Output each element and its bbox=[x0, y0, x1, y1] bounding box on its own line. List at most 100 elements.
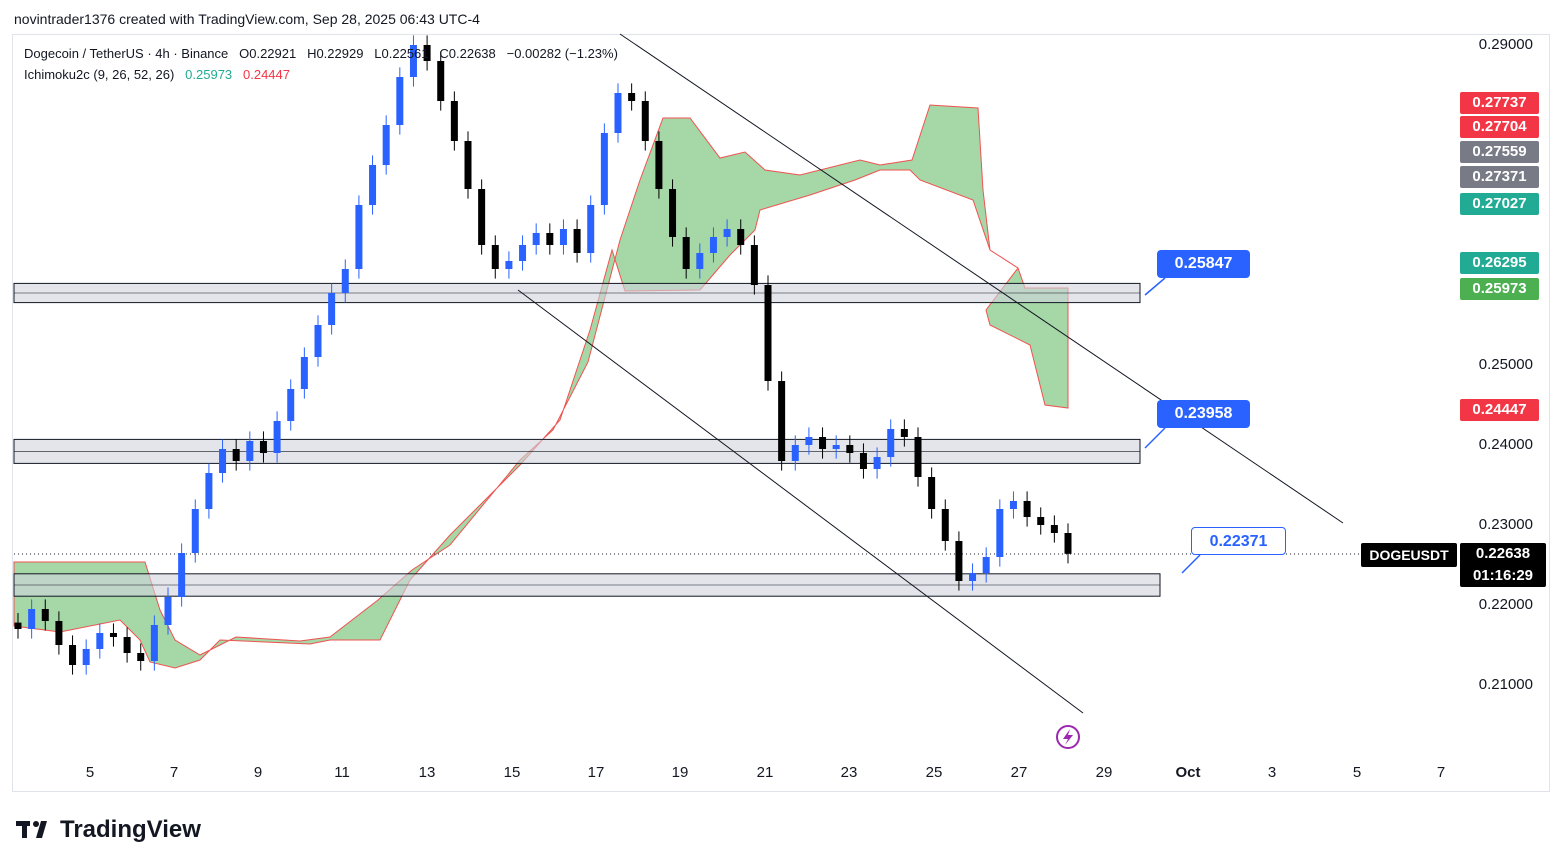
callout-level-middle[interactable]: 0.23958 bbox=[1157, 400, 1250, 428]
callout-pointer bbox=[1144, 427, 1166, 449]
candle-body bbox=[137, 653, 145, 661]
candle-body bbox=[300, 357, 308, 389]
candle-body bbox=[587, 205, 595, 253]
candle-body bbox=[314, 325, 322, 357]
price-tag: 0.27737 bbox=[1460, 92, 1539, 114]
candle-body bbox=[682, 237, 690, 269]
x-tick: 11 bbox=[334, 764, 350, 781]
x-tick: 19 bbox=[671, 764, 689, 781]
x-tick: 27 bbox=[1010, 764, 1028, 781]
candle-body bbox=[1037, 517, 1045, 525]
price-tag: 0.26295 bbox=[1460, 252, 1539, 274]
x-tick: 21 bbox=[756, 764, 774, 781]
callout-level-top[interactable]: 0.25847 bbox=[1157, 250, 1250, 278]
symbol-label: DOGEUSDT bbox=[1361, 543, 1457, 567]
legend-ohlc: Dogecoin / TetherUS · 4h · Binance O0.22… bbox=[24, 46, 618, 61]
candle-body bbox=[355, 205, 363, 269]
y-tick: 0.24000 bbox=[1478, 436, 1533, 453]
candle-body bbox=[191, 509, 199, 553]
candle-body bbox=[41, 609, 49, 621]
candle-body bbox=[96, 633, 104, 649]
candle-body bbox=[969, 573, 977, 581]
candle-body bbox=[1023, 501, 1031, 517]
candle-body bbox=[328, 293, 336, 325]
trendline-lower bbox=[517, 289, 1084, 714]
x-tick: Oct bbox=[1175, 764, 1201, 781]
price-tag: 0.27027 bbox=[1460, 193, 1539, 215]
y-tick: 0.21000 bbox=[1478, 676, 1533, 693]
callout-pointer bbox=[1144, 277, 1166, 296]
indicator-name: Ichimoku2c (9, 26, 52, 26) bbox=[24, 67, 175, 82]
legend-open: O0.22921 bbox=[239, 46, 297, 61]
candle-body bbox=[723, 229, 731, 237]
candle-body bbox=[28, 609, 36, 629]
candle-body bbox=[873, 457, 881, 469]
x-tick: 7 bbox=[169, 764, 179, 781]
candle-body bbox=[737, 229, 745, 245]
candle-body bbox=[396, 77, 404, 125]
x-tick: 7 bbox=[1436, 764, 1446, 781]
candle-body bbox=[914, 437, 922, 477]
candle-body bbox=[505, 261, 513, 269]
legend-title: Dogecoin / TetherUS · 4h · Binance bbox=[24, 46, 229, 61]
candle-body bbox=[559, 229, 567, 245]
price-tag: 0.27371 bbox=[1460, 166, 1539, 188]
legend-change: −0.00282 (−1.23%) bbox=[506, 46, 618, 61]
y-tick: 0.25000 bbox=[1478, 356, 1533, 373]
candle-body bbox=[791, 445, 799, 461]
chart-credit: novintrader1376 created with TradingView… bbox=[14, 11, 480, 27]
chart-frame[interactable] bbox=[12, 34, 1550, 792]
candle-body bbox=[287, 389, 295, 421]
candle-body bbox=[478, 189, 486, 245]
candle-body bbox=[382, 125, 390, 165]
candle-body bbox=[219, 449, 227, 473]
candle-body bbox=[409, 45, 417, 77]
y-tick: 0.22000 bbox=[1478, 596, 1533, 613]
candle-body bbox=[123, 637, 131, 653]
legend-high: H0.22929 bbox=[307, 46, 364, 61]
callout-level-bottom[interactable]: 0.22371 bbox=[1191, 527, 1286, 555]
legend-low: L0.22561 bbox=[374, 46, 429, 61]
candle-body bbox=[941, 509, 949, 541]
candle-body bbox=[369, 165, 377, 205]
candle-body bbox=[696, 253, 704, 269]
x-tick: 29 bbox=[1095, 764, 1113, 781]
candle-body bbox=[546, 233, 554, 245]
candle-body bbox=[532, 233, 540, 245]
candle-body bbox=[669, 189, 677, 237]
candle-body bbox=[205, 473, 213, 509]
tradingview-logo-icon bbox=[16, 821, 47, 838]
candle-body bbox=[246, 441, 254, 461]
candle-body bbox=[14, 622, 22, 629]
candle-body bbox=[450, 101, 458, 141]
candle-body bbox=[519, 245, 527, 261]
candle-body bbox=[764, 285, 772, 381]
candle-body bbox=[955, 541, 963, 581]
candle-body bbox=[832, 445, 840, 449]
candle-body bbox=[573, 229, 581, 253]
x-tick: 5 bbox=[85, 764, 95, 781]
bar-countdown: 01:16:29 bbox=[1472, 567, 1534, 584]
candle-body bbox=[232, 449, 240, 461]
price-tag: 0.24447 bbox=[1460, 399, 1539, 421]
candle-body bbox=[69, 645, 77, 665]
candle-body bbox=[273, 421, 281, 453]
candle-body bbox=[614, 93, 622, 133]
legend-close: C0.22638 bbox=[439, 46, 496, 61]
current-price-box: 0.22638 01:16:29 bbox=[1460, 543, 1546, 587]
lightning-icon[interactable] bbox=[1056, 725, 1080, 749]
indicator-value-1: 0.25973 bbox=[185, 67, 233, 82]
trendline-upper bbox=[619, 33, 1344, 524]
x-tick: 3 bbox=[1267, 764, 1277, 781]
candle-body bbox=[805, 437, 813, 445]
callout-pointer bbox=[1181, 554, 1201, 574]
candle-body bbox=[655, 141, 663, 189]
legend-indicator: Ichimoku2c (9, 26, 52, 26) 0.25973 0.244… bbox=[24, 67, 290, 82]
candle-body bbox=[600, 133, 608, 205]
candle-body bbox=[709, 237, 717, 253]
candle-body bbox=[819, 437, 827, 449]
indicator-value-2: 0.24447 bbox=[243, 67, 290, 82]
candle-body bbox=[109, 633, 117, 637]
price-tag: 0.27704 bbox=[1460, 116, 1539, 138]
